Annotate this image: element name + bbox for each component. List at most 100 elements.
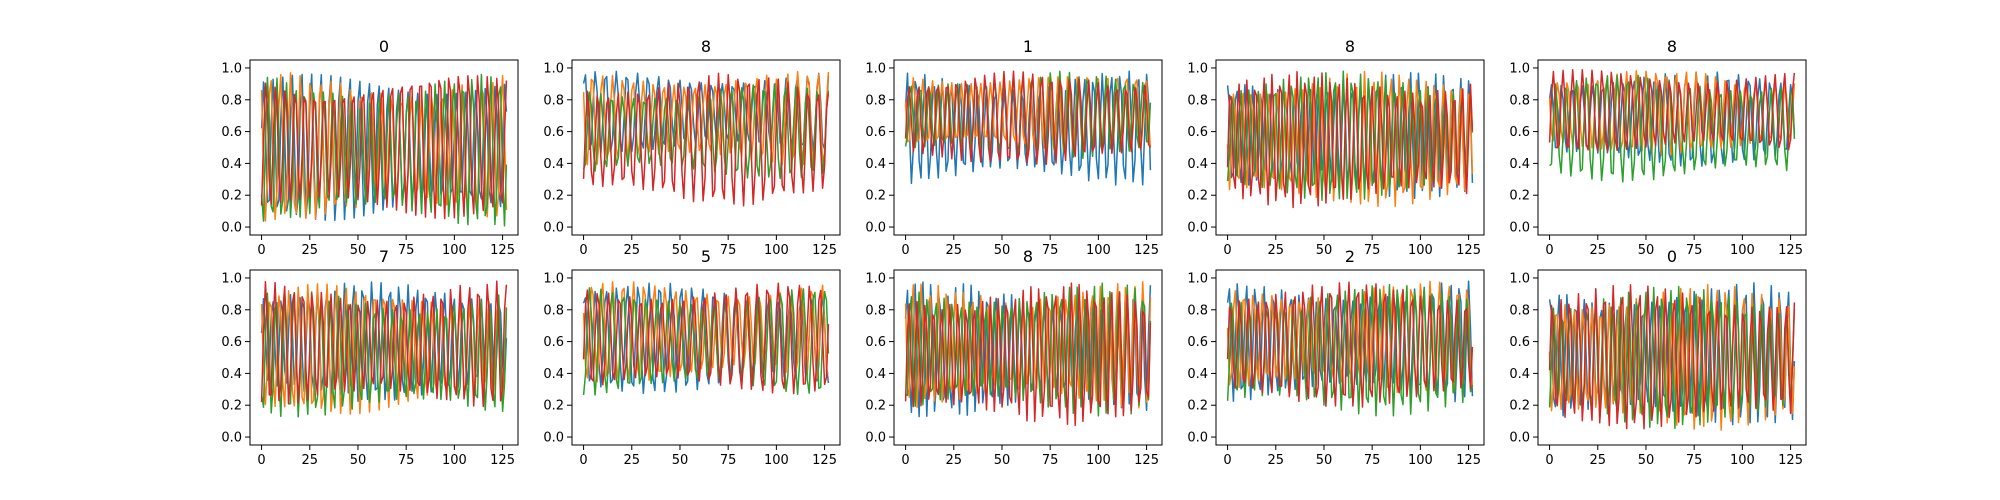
series-line-4 [260,280,508,408]
subplot-title: 8 [1023,247,1033,266]
x-tick-label: 50 [350,453,367,468]
y-tick-label: 1.0 [1187,61,1208,76]
series-line-3 [1226,70,1474,202]
x-tick-label: 25 [1589,453,1606,468]
x-tick-label: 125 [1134,453,1159,468]
x-tick-label: 100 [764,243,789,258]
y-tick-label: 0.8 [221,303,242,318]
y-tick-label: 0.6 [1187,125,1208,140]
x-tick-label: 100 [1730,453,1755,468]
y-tick-label: 0.8 [543,303,564,318]
subplot-title: 7 [379,247,389,266]
series-line-3 [905,282,1152,417]
series-line-3 [904,70,1152,161]
x-tick-label: 50 [1638,453,1655,468]
x-tick-label: 0 [1545,243,1553,258]
y-tick-label: 0.4 [543,367,564,382]
y-tick-label: 0.0 [543,431,564,446]
subplot-5: 0 25 50 75 100 125 0.0 0.2 0.4 0.6 0.8 1.0 8 [1509,37,1807,258]
y-tick-label: 0.4 [1509,367,1530,382]
x-tick-label: 75 [1364,243,1381,258]
subplot-6: 0 25 50 75 100 125 0.0 0.2 0.4 0.6 0.8 1.0 7 [221,247,519,468]
x-tick-label: 25 [301,453,318,468]
y-tick-label: 0.2 [543,189,564,204]
subplot-9: 0 25 50 75 100 125 0.0 0.2 0.4 0.6 0.8 1.0 2 [1187,247,1485,468]
series-line-4 [582,282,830,395]
subplot-title: 2 [1345,247,1355,266]
x-tick-label: 100 [764,453,789,468]
series-line-3 [582,287,830,396]
y-tick-label: 0.4 [1187,157,1208,172]
x-tick-label: 25 [623,453,640,468]
x-tick-label: 100 [1730,243,1755,258]
subplot-4: 0 25 50 75 100 125 0.0 0.2 0.4 0.6 0.8 1.0 8 [1187,37,1485,258]
y-tick-label: 0.8 [865,303,886,318]
y-tick-label: 0.2 [1187,399,1208,414]
x-tick-label: 125 [1778,453,1803,468]
subplot-1: 0 25 50 75 100 125 0.0 0.2 0.4 0.6 0.8 1.0 0 [221,37,519,258]
x-tick-label: 0 [257,243,265,258]
y-tick-label: 0.2 [221,399,242,414]
axes-frame [571,269,841,446]
series-line-4 [260,75,508,220]
x-tick-label: 100 [442,243,467,258]
x-tick-label: 50 [1316,453,1333,468]
x-tick-label: 25 [623,243,640,258]
x-tick-label: 0 [257,453,265,468]
y-tick-label: 0.0 [865,221,886,236]
y-tick-label: 0.4 [543,157,564,172]
y-tick-label: 0.6 [865,125,886,140]
y-tick-label: 0.2 [865,399,886,414]
subplot-title: 8 [1345,37,1355,56]
series-line-4 [904,282,1152,427]
axes-frame [249,269,519,446]
x-tick-label: 100 [1408,243,1433,258]
x-tick-label: 50 [994,453,1011,468]
y-tick-label: 0.8 [1509,303,1530,318]
y-tick-label: 0.8 [1187,93,1208,108]
y-tick-label: 0.6 [1509,125,1530,140]
y-tick-label: 0.0 [543,221,564,236]
x-tick-label: 50 [350,243,367,258]
y-tick-label: 0.4 [865,157,886,172]
y-tick-label: 0.6 [221,125,242,140]
y-tick-label: 0.6 [1187,335,1208,350]
y-tick-label: 0.6 [221,335,242,350]
y-tick-label: 0.4 [1187,367,1208,382]
subplot-10: 0 25 50 75 100 125 0.0 0.2 0.4 0.6 0.8 1.0 0 [1509,247,1807,468]
subplot-7: 0 25 50 75 100 125 0.0 0.2 0.4 0.6 0.8 1.0 5 [543,247,841,468]
x-tick-label: 75 [398,453,415,468]
x-tick-label: 50 [994,243,1011,258]
x-tick-label: 25 [945,243,962,258]
series-line-4 [1226,71,1474,209]
series-line-4 [904,70,1152,165]
subplot-8: 0 25 50 75 100 125 0.0 0.2 0.4 0.6 0.8 1.0 8 [865,247,1163,468]
axes-frame [1215,59,1485,236]
y-tick-label: 0.8 [1509,93,1530,108]
y-tick-label: 1.0 [1509,271,1530,286]
x-tick-label: 0 [1545,453,1553,468]
y-tick-label: 1.0 [865,61,886,76]
y-tick-label: 0.6 [865,335,886,350]
x-tick-label: 75 [1042,453,1059,468]
x-tick-label: 50 [1316,243,1333,258]
x-tick-label: 25 [1589,243,1606,258]
y-tick-label: 0.0 [221,221,242,236]
axes-frame [1537,269,1807,446]
y-tick-label: 0.6 [1509,335,1530,350]
series-line-4 [1548,284,1796,430]
x-tick-label: 125 [812,453,837,468]
y-tick-label: 0.2 [543,399,564,414]
y-tick-label: 0.8 [865,93,886,108]
subplot-title: 0 [379,37,389,56]
x-tick-label: 125 [490,243,515,258]
y-tick-label: 0.0 [1187,221,1208,236]
y-tick-label: 1.0 [221,271,242,286]
series-line-4 [1548,68,1796,152]
subplot-title: 5 [701,247,711,266]
x-tick-label: 0 [579,243,587,258]
y-tick-label: 1.0 [1187,271,1208,286]
axes-frame [249,59,519,236]
y-tick-label: 1.0 [865,271,886,286]
